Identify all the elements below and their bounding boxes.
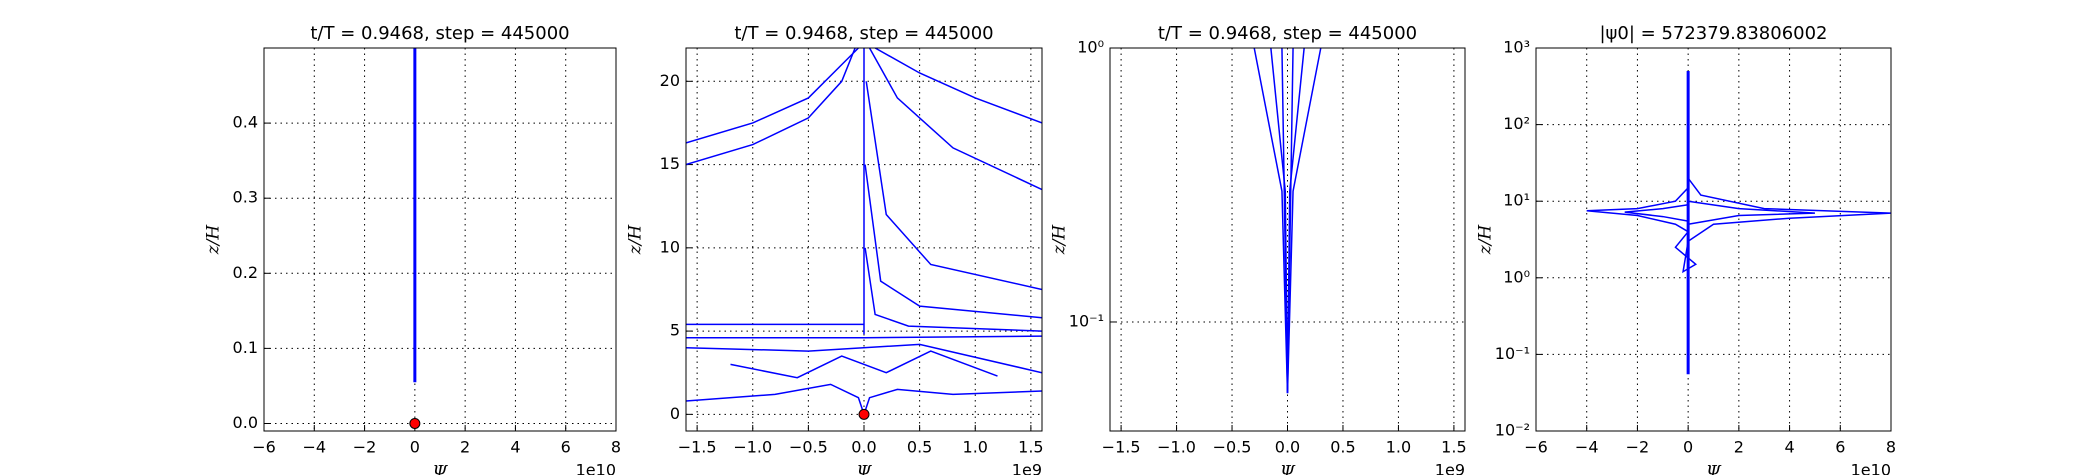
data-line <box>686 48 859 144</box>
y-tick-label: 10³ <box>1503 38 1530 57</box>
x-axis-label: Ψ <box>1280 463 1296 475</box>
y-axis-label: z/H <box>1050 224 1070 256</box>
y-tick-label: 0.3 <box>233 188 258 207</box>
data-line <box>730 350 998 379</box>
x-tick-label: 2 <box>1734 438 1744 457</box>
y-tick-label: 20 <box>660 71 680 90</box>
data-line <box>686 335 1042 339</box>
y-tick-label: 10² <box>1503 114 1530 133</box>
data-line <box>865 81 1042 291</box>
marker <box>858 408 870 420</box>
x-tick-label: −1.0 <box>1157 438 1196 457</box>
x-axis-label: Ψ <box>857 463 873 475</box>
plot-area <box>686 48 1042 420</box>
x-tick-label: −1.0 <box>733 438 772 457</box>
data-line <box>1270 48 1305 394</box>
data-line <box>864 247 1042 332</box>
data-line <box>686 48 856 166</box>
x-tick-label: −6 <box>252 438 276 457</box>
x-tick-label: 1.5 <box>1018 438 1043 457</box>
data-line <box>1281 48 1294 394</box>
x-tick-label: 0.0 <box>1275 438 1300 457</box>
x-offset-label: 1e9 <box>1435 461 1465 475</box>
x-tick-label: −2 <box>353 438 377 457</box>
data-line <box>864 164 1042 319</box>
y-tick-label: 10 <box>660 237 680 256</box>
x-tick-label: 0.0 <box>851 438 876 457</box>
x-tick-label: −0.5 <box>1213 438 1252 457</box>
y-tick-label: 10⁰ <box>1503 267 1530 286</box>
x-offset-label: 1e10 <box>576 461 616 475</box>
y-tick-label: 10⁻¹ <box>1495 344 1530 363</box>
x-tick-label: −0.5 <box>789 438 828 457</box>
x-tick-label: 2 <box>460 438 470 457</box>
x-offset-label: 1e10 <box>1851 461 1891 475</box>
x-tick-label: 1.0 <box>1386 438 1411 457</box>
x-axis-label: Ψ <box>1706 463 1722 475</box>
y-tick-label: 10¹ <box>1503 191 1530 210</box>
data-line <box>686 383 865 415</box>
axes-frame <box>1109 47 1466 432</box>
x-tick-label: −4 <box>1575 438 1599 457</box>
axes-frame <box>685 47 1043 432</box>
data-line <box>1687 177 1891 242</box>
x-tick-label: 0.5 <box>1330 438 1355 457</box>
chart-title: |ψ0| = 572379.83806002 <box>1599 23 1827 44</box>
y-tick-label: 0.0 <box>233 413 258 432</box>
y-tick-label: 0.4 <box>233 113 258 132</box>
plot-area <box>409 48 421 429</box>
x-tick-label: 4 <box>510 438 520 457</box>
y-tick-label: 10⁰ <box>1077 38 1104 57</box>
x-tick-label: 8 <box>611 438 621 457</box>
x-tick-label: 0.5 <box>907 438 932 457</box>
x-axis-label: Ψ <box>433 463 449 475</box>
x-tick-label: 6 <box>1835 438 1845 457</box>
marker <box>409 417 421 429</box>
x-tick-label: 4 <box>1784 438 1794 457</box>
y-tick-label: 0 <box>670 404 680 423</box>
x-tick-label: 0 <box>1683 438 1693 457</box>
y-tick-label: 15 <box>660 154 680 173</box>
data-line <box>874 48 1042 124</box>
y-axis-label: z/H <box>1476 224 1496 256</box>
y-tick-label: 10⁻² <box>1495 421 1530 440</box>
x-tick-label: −1.5 <box>678 438 717 457</box>
x-tick-label: −1.5 <box>1102 438 1141 457</box>
data-line <box>686 343 1042 374</box>
y-tick-label: 0.1 <box>233 338 258 357</box>
chart-title: t/T = 0.9468, step = 445000 <box>1158 23 1417 44</box>
plot-area <box>1253 48 1322 394</box>
x-tick-label: 8 <box>1886 438 1896 457</box>
x-tick-label: −4 <box>302 438 326 457</box>
y-tick-label: 10⁻¹ <box>1069 311 1104 330</box>
data-line <box>863 388 1042 415</box>
x-tick-label: −2 <box>1626 438 1650 457</box>
x-tick-label: −6 <box>1524 438 1548 457</box>
x-tick-label: 6 <box>561 438 571 457</box>
axes-frame <box>263 47 617 432</box>
data-line <box>868 48 1042 191</box>
x-offset-label: 1e9 <box>1012 461 1042 475</box>
data-line <box>1688 200 1815 225</box>
y-axis-label: z/H <box>204 224 224 256</box>
plot-area <box>1586 71 1891 375</box>
x-tick-label: 1.0 <box>963 438 988 457</box>
y-tick-label: 5 <box>670 321 680 340</box>
chart-title: t/T = 0.9468, step = 445000 <box>734 23 993 44</box>
data-line <box>1624 203 1689 222</box>
x-tick-label: 0 <box>410 438 420 457</box>
data-line <box>1674 231 1698 274</box>
data-line <box>1586 187 1689 233</box>
y-axis-label: z/H <box>626 224 646 256</box>
axes-frame <box>1535 47 1892 432</box>
chart-title: t/T = 0.9468, step = 445000 <box>310 23 569 44</box>
y-tick-label: 0.2 <box>233 263 258 282</box>
x-tick-label: 1.5 <box>1441 438 1466 457</box>
